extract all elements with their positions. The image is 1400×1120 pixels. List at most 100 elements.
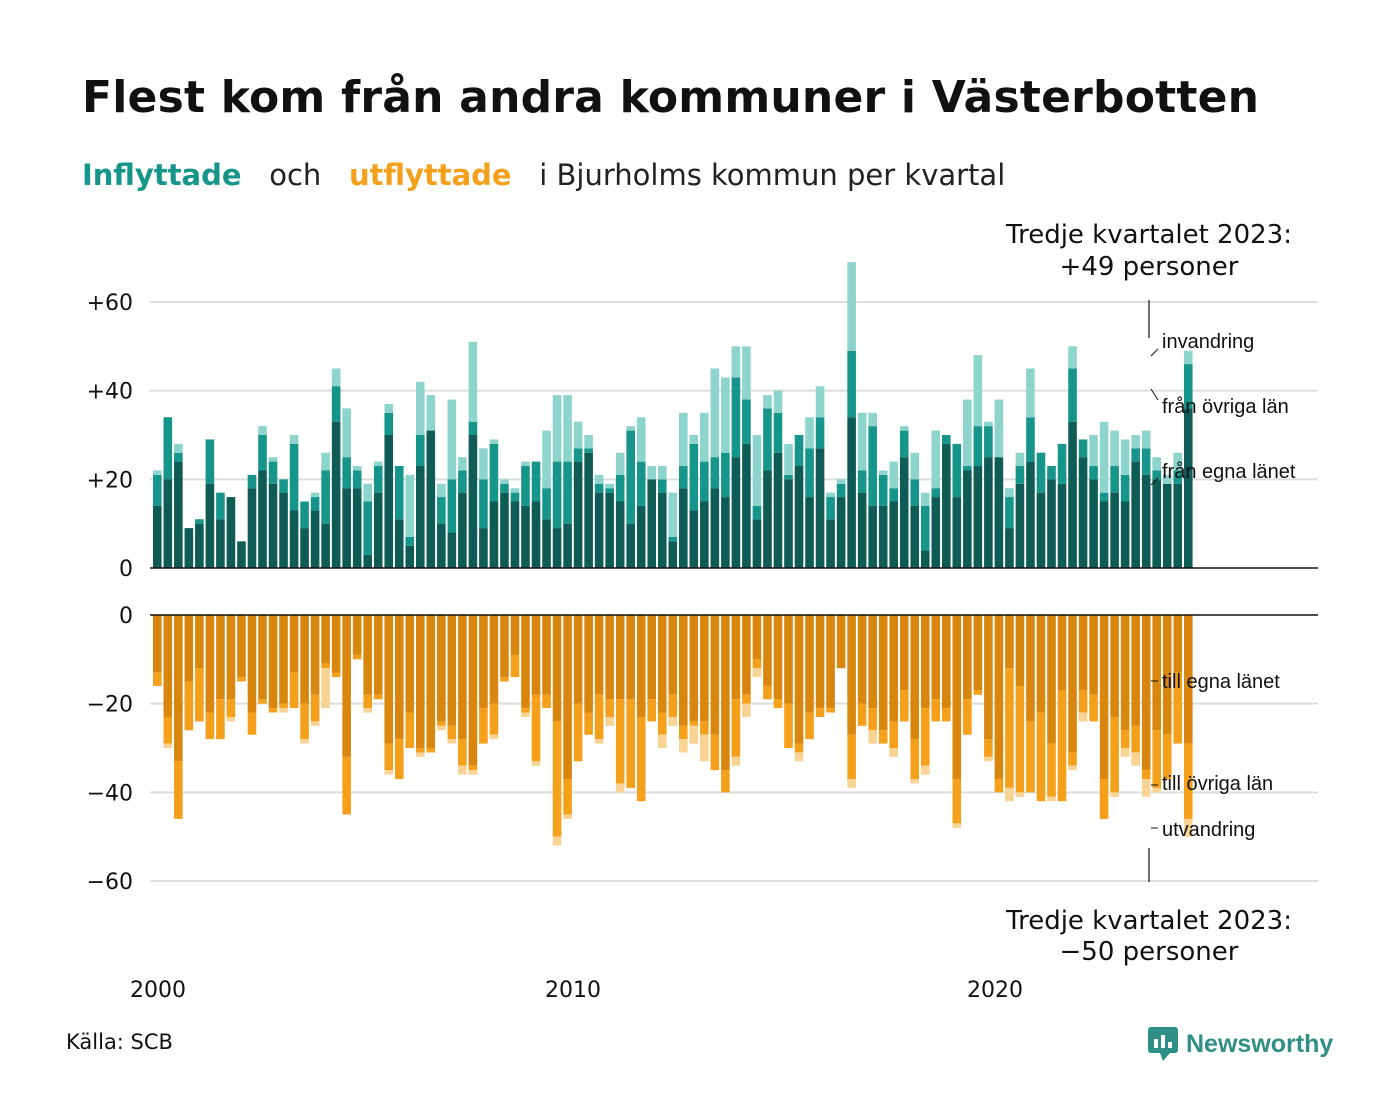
inflow-bar <box>310 510 320 568</box>
label-utvandring: utvandring <box>1162 819 1255 841</box>
inflow-bar <box>1173 452 1183 471</box>
outflow-bar <box>458 739 467 766</box>
inflow-bar <box>899 426 909 431</box>
inflow-bar <box>205 483 215 568</box>
inflow-bar <box>889 488 898 502</box>
inflow-bar <box>1015 483 1025 568</box>
inflow-bar <box>1047 466 1056 480</box>
inflow-bar <box>1089 479 1098 568</box>
inflow-bar <box>615 501 625 568</box>
outflow-bar <box>1110 792 1119 797</box>
inflow-bar <box>826 519 835 568</box>
outflow-bar <box>195 615 204 669</box>
outflow-bar <box>657 615 667 713</box>
newsworthy-icon <box>1148 1027 1178 1061</box>
inflow-bar <box>868 412 877 427</box>
inflow-bar <box>1131 461 1140 568</box>
inflow-bar <box>784 479 793 568</box>
inflow-bar <box>563 523 572 568</box>
outflow-bar <box>205 615 215 713</box>
inflow-bar <box>489 439 499 444</box>
inflow-bar <box>963 470 972 568</box>
inflow-bar <box>878 470 888 475</box>
inflow-bar <box>342 488 351 568</box>
outflow-bar <box>300 615 309 704</box>
outflow-bar <box>1141 615 1151 771</box>
inflow-bar <box>942 443 951 568</box>
inflow-bar <box>920 550 930 568</box>
inflow-bar <box>847 417 856 568</box>
inflow-bar <box>405 536 415 546</box>
outflow-bar <box>984 739 993 757</box>
outflow-bar <box>1183 615 1193 744</box>
inflow-bar <box>679 488 688 568</box>
outflow-bar <box>153 672 162 686</box>
inflow-bar <box>489 501 499 568</box>
inflow-bar <box>942 435 951 444</box>
inflow-bar <box>584 448 593 453</box>
y-tick-label: +60 <box>87 291 133 316</box>
inflow-bar <box>289 510 299 568</box>
inflow-bar <box>1015 452 1025 467</box>
x-tick-label: 2020 <box>967 978 1023 1003</box>
outflow-bar <box>700 734 709 762</box>
outflow-bar <box>752 659 762 669</box>
outflow-bar <box>1183 743 1193 819</box>
inflow-bar <box>878 505 888 568</box>
x-tick-label: 2010 <box>545 978 601 1003</box>
inflow-bar <box>1005 488 1014 498</box>
inflow-bar <box>847 262 856 351</box>
outflow-bar <box>1120 730 1130 748</box>
inflow-bar <box>510 501 520 568</box>
inflow-bar <box>857 492 867 568</box>
inflow-bar <box>1152 479 1161 568</box>
inflow-bar <box>174 461 183 568</box>
outflow-bar <box>1015 792 1025 797</box>
outflow-bar <box>1036 712 1046 802</box>
outflow-bar <box>1047 796 1056 802</box>
inflow-bar <box>363 483 372 502</box>
outflow-bar <box>416 752 425 757</box>
inflow-bar <box>1183 408 1193 568</box>
outflow-bar <box>573 703 583 762</box>
inflow-bar <box>815 417 825 449</box>
inflow-bar <box>363 501 372 555</box>
outflow-bar <box>731 615 741 700</box>
inflow-bar <box>647 466 657 480</box>
outflow-bar <box>153 615 162 673</box>
outflow-bar <box>594 615 604 695</box>
outflow-bar <box>710 734 720 771</box>
outflow-bar <box>416 615 425 748</box>
inflow-bar <box>994 399 1004 458</box>
inflow-bar <box>500 492 509 568</box>
outflow-bar <box>226 699 236 717</box>
outflow-bar <box>615 615 625 700</box>
outflow-bar <box>773 615 783 700</box>
outflow-bar <box>384 770 394 775</box>
inflow-bar <box>153 470 162 475</box>
inflow-bar <box>468 435 478 568</box>
inflow-bar <box>742 399 751 444</box>
outflow-bar <box>984 615 993 740</box>
inflow-bar <box>373 466 383 493</box>
outflow-bar <box>216 615 225 700</box>
outflow-bar <box>1099 615 1109 780</box>
outflow-bar <box>689 721 699 726</box>
outflow-bar <box>184 615 194 682</box>
inflow-bar <box>963 466 972 471</box>
outflow-bar <box>626 699 635 788</box>
inflow-bar <box>384 412 394 435</box>
outflow-bar <box>1131 725 1140 753</box>
outflow-bar <box>973 615 983 691</box>
inflow-bar <box>573 448 583 462</box>
outflow-bar <box>826 708 835 713</box>
inflow-bar <box>952 443 962 498</box>
outflow-bar <box>910 739 920 780</box>
inflow-bar <box>573 421 583 449</box>
inflow-bar <box>910 479 920 506</box>
outflow-bar <box>174 615 183 762</box>
inflow-bar <box>479 448 488 480</box>
inflow-bar <box>731 377 741 458</box>
outflow-bar <box>984 756 993 762</box>
outflow-bar <box>531 694 541 762</box>
